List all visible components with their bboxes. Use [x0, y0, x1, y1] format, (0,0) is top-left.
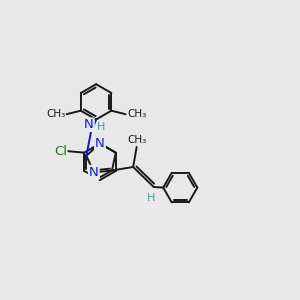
Text: N: N — [95, 137, 105, 150]
Text: CH₃: CH₃ — [127, 135, 146, 145]
Text: H: H — [97, 122, 106, 132]
Text: Cl: Cl — [54, 145, 67, 158]
Text: H: H — [147, 194, 155, 203]
Text: N: N — [84, 118, 94, 131]
Text: CH₃: CH₃ — [127, 109, 146, 119]
Text: N: N — [89, 166, 99, 179]
Text: CH₃: CH₃ — [46, 109, 65, 119]
